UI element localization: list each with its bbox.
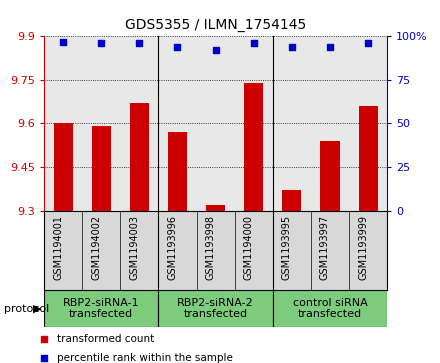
Text: RBP2-siRNA-2
transfected: RBP2-siRNA-2 transfected — [177, 298, 254, 319]
Bar — [168, 132, 187, 211]
Text: percentile rank within the sample: percentile rank within the sample — [57, 352, 233, 363]
Text: protocol: protocol — [4, 303, 50, 314]
Text: transformed count: transformed count — [57, 334, 154, 344]
Bar — [273, 290, 387, 327]
Point — [40, 337, 48, 342]
Text: RBP2-siRNA-1
transfected: RBP2-siRNA-1 transfected — [63, 298, 139, 319]
Bar — [359, 106, 378, 211]
Text: control siRNA
transfected: control siRNA transfected — [293, 298, 367, 319]
Text: GSM1193998: GSM1193998 — [205, 215, 216, 280]
Bar — [282, 190, 301, 211]
Text: GSM1193995: GSM1193995 — [282, 215, 292, 280]
Title: GDS5355 / ILMN_1754145: GDS5355 / ILMN_1754145 — [125, 19, 306, 33]
Point — [326, 44, 334, 50]
Bar — [130, 103, 149, 211]
Bar — [158, 290, 273, 327]
Bar — [206, 205, 225, 211]
Text: GSM1193999: GSM1193999 — [358, 215, 368, 280]
Text: GSM1193997: GSM1193997 — [320, 215, 330, 280]
Point — [136, 40, 143, 46]
Text: GSM1194002: GSM1194002 — [91, 215, 101, 280]
Point — [288, 44, 295, 50]
Text: GSM1194000: GSM1194000 — [244, 215, 254, 280]
Point — [59, 38, 66, 44]
Bar — [320, 141, 340, 211]
Bar — [244, 83, 263, 211]
Point — [250, 40, 257, 46]
Point — [40, 355, 48, 360]
Text: GSM1194003: GSM1194003 — [129, 215, 139, 280]
Point — [174, 44, 181, 50]
Point — [212, 47, 219, 53]
Text: GSM1193996: GSM1193996 — [168, 215, 177, 280]
Text: GSM1194001: GSM1194001 — [53, 215, 63, 280]
Point — [365, 40, 372, 46]
Bar — [92, 126, 111, 211]
Point — [98, 40, 105, 46]
Bar — [54, 123, 73, 211]
Text: ▶: ▶ — [33, 303, 41, 314]
Bar — [44, 290, 158, 327]
